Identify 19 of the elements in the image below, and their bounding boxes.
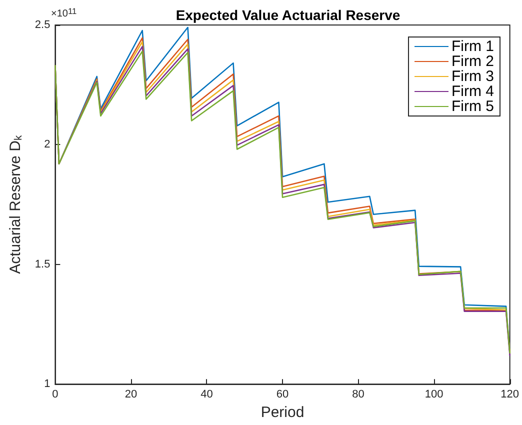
- y-tick-label: 1: [44, 378, 50, 390]
- y-tick-label: 2: [44, 138, 50, 151]
- x-tick-label: 60: [276, 388, 289, 401]
- x-tick-label: 0: [52, 388, 58, 401]
- x-axis-title: Period: [260, 404, 304, 421]
- x-tick-label: 20: [124, 388, 138, 401]
- y-axis-title: Actuarial Reserve Dk: [7, 134, 24, 274]
- x-tick-label: 100: [424, 388, 444, 401]
- chart-title: Expected Value Actuarial Reserve: [176, 7, 400, 23]
- x-tick-label: 40: [200, 388, 213, 401]
- legend-label: Firm 1: [452, 38, 494, 55]
- x-tick-label: 80: [352, 388, 364, 401]
- legend-label: Firm 2: [452, 53, 494, 70]
- legend-label: Firm 3: [452, 68, 494, 85]
- legend-label: Firm 5: [452, 98, 494, 115]
- y-tick-label: 1.5: [34, 258, 50, 270]
- y-tick-label: 2.5: [34, 19, 50, 31]
- legend-label: Firm 4: [452, 83, 494, 100]
- x-tick-label: 120: [500, 388, 520, 401]
